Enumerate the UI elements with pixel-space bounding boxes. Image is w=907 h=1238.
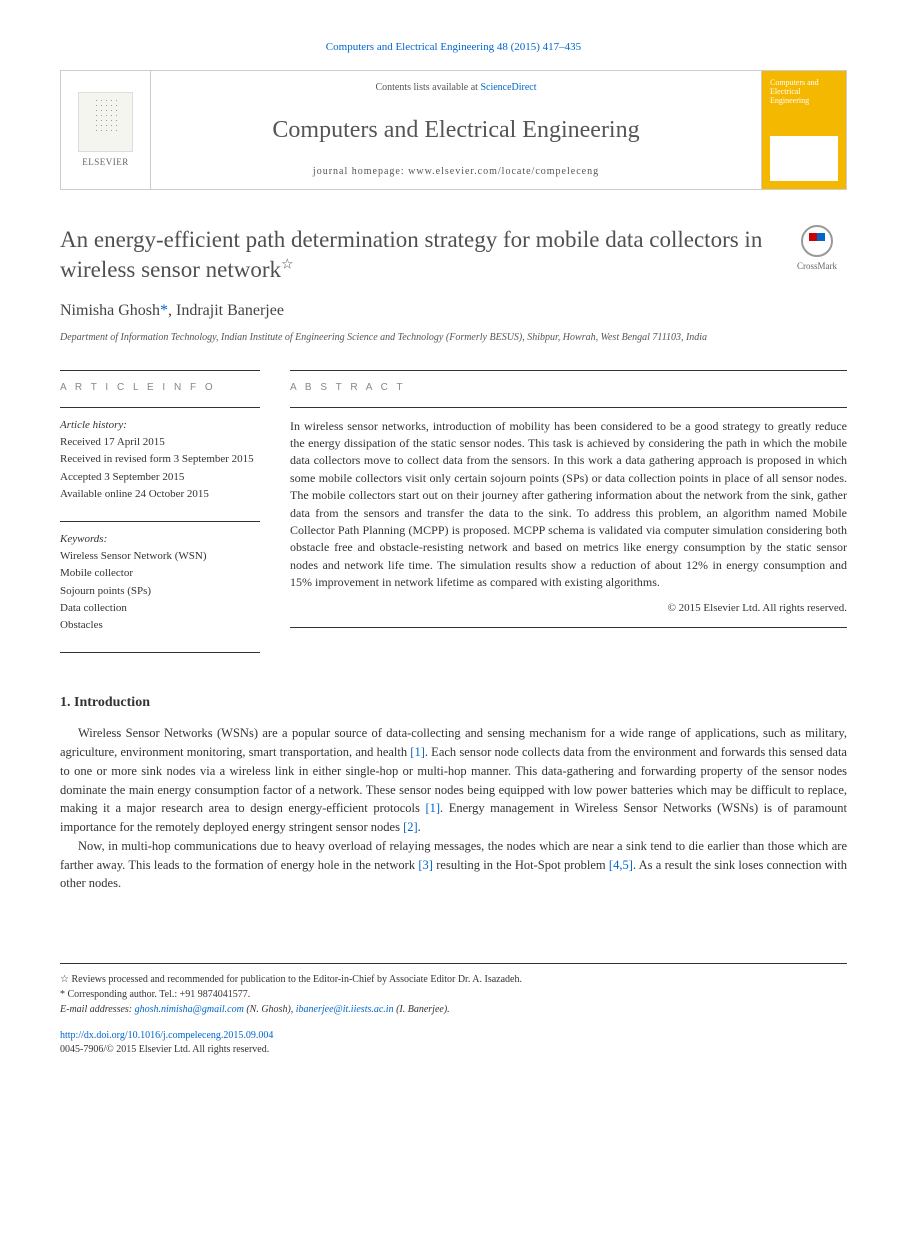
email-link-1[interactable]: ghosh.nimisha@gmail.com (135, 1004, 244, 1015)
history-item: Available online 24 October 2015 (60, 487, 260, 502)
review-note: ☆ Reviews processed and recommended for … (60, 972, 847, 987)
author-2[interactable]: , Indrajit Banerjee (168, 302, 284, 319)
title-text: An energy-efficient path determination s… (60, 227, 762, 282)
para-text: . (418, 820, 421, 834)
keyword: Mobile collector (60, 566, 260, 581)
crossmark-badge[interactable]: CrossMark (787, 225, 847, 273)
keyword: Sojourn points (SPs) (60, 584, 260, 599)
citation-line: Computers and Electrical Engineering 48 … (60, 40, 847, 55)
footnotes: ☆ Reviews processed and recommended for … (60, 963, 847, 1017)
homepage-prefix: journal homepage: (313, 166, 408, 177)
homepage-url[interactable]: www.elsevier.com/locate/compeleceng (408, 166, 599, 177)
page-container: Computers and Electrical Engineering 48 … (0, 0, 907, 1097)
ref-link[interactable]: [4,5] (609, 858, 633, 872)
history-item: Received in revised form 3 September 201… (60, 452, 260, 467)
author-1[interactable]: Nimisha Ghosh (60, 302, 160, 319)
ref-link[interactable]: [3] (418, 858, 433, 872)
email-line: E-mail addresses: ghosh.nimisha@gmail.co… (60, 1002, 847, 1017)
contents-line: Contents lists available at ScienceDirec… (375, 81, 536, 95)
email-name-2: (I. Banerjee). (394, 1004, 450, 1015)
keyword: Data collection (60, 601, 260, 616)
publisher-label: ELSEVIER (82, 156, 129, 169)
divider-icon (60, 407, 260, 408)
journal-header: ELSEVIER Contents lists available at Sci… (60, 70, 847, 190)
email-name-1: (N. Ghosh), (244, 1004, 296, 1015)
article-title: An energy-efficient path determination s… (60, 225, 767, 285)
ref-link[interactable]: [1] (410, 745, 425, 759)
affiliation: Department of Information Technology, In… (60, 331, 847, 345)
email-link-2[interactable]: ibanerjee@it.iiests.ac.in (296, 1004, 394, 1015)
abstract-text: In wireless sensor networks, introductio… (290, 418, 847, 592)
crossmark-icon (801, 225, 833, 257)
abstract-heading: A B S T R A C T (290, 381, 847, 395)
history-item: Received 17 April 2015 (60, 435, 260, 450)
cover-title: Computers and Electrical Engineering (770, 79, 838, 105)
keywords-block: Keywords: Wireless Sensor Network (WSN) … (60, 532, 260, 634)
body-paragraph-2: Now, in multi-hop communications due to … (60, 837, 847, 893)
sciencedirect-link[interactable]: ScienceDirect (480, 82, 536, 93)
abstract-column: A B S T R A C T In wireless sensor netwo… (290, 370, 847, 653)
corresponding-note: * Corresponding author. Tel.: +91 987404… (60, 987, 847, 1002)
body-paragraph-1: Wireless Sensor Networks (WSNs) are a po… (60, 724, 847, 837)
keyword: Obstacles (60, 618, 260, 633)
doi-link[interactable]: http://dx.doi.org/10.1016/j.compeleceng.… (60, 1030, 273, 1041)
elsevier-tree-icon (78, 92, 133, 152)
crossmark-label: CrossMark (797, 260, 837, 273)
corresponding-mark: * (160, 302, 168, 319)
keyword: Wireless Sensor Network (WSN) (60, 549, 260, 564)
journal-title: Computers and Electrical Engineering (272, 114, 639, 148)
email-label: E-mail addresses: (60, 1004, 135, 1015)
history-block: Article history: Received 17 April 2015 … (60, 418, 260, 503)
para-text: resulting in the Hot-Spot problem (433, 858, 609, 872)
publisher-logo-box: ELSEVIER (61, 71, 151, 189)
ref-link[interactable]: [1] (425, 801, 440, 815)
divider-icon (60, 521, 260, 522)
history-label: Article history: (60, 418, 260, 433)
doi-block: http://dx.doi.org/10.1016/j.compeleceng.… (60, 1029, 847, 1057)
journal-cover: Computers and Electrical Engineering (761, 71, 846, 189)
cover-inner-icon (770, 136, 838, 181)
info-abstract-row: A R T I C L E I N F O Article history: R… (60, 370, 847, 653)
title-star-icon: ☆ (281, 258, 294, 273)
header-center: Contents lists available at ScienceDirec… (151, 71, 761, 189)
section-1-heading: 1. Introduction (60, 693, 847, 713)
divider-icon (290, 627, 847, 628)
ref-link[interactable]: [2] (403, 820, 418, 834)
authors-line: Nimisha Ghosh*, Indrajit Banerjee (60, 300, 847, 322)
abstract-copyright: © 2015 Elsevier Ltd. All rights reserved… (290, 601, 847, 616)
keywords-label: Keywords: (60, 532, 260, 547)
title-row: An energy-efficient path determination s… (60, 225, 847, 285)
issn-copyright: 0045-7906/© 2015 Elsevier Ltd. All right… (60, 1043, 847, 1057)
homepage-line: journal homepage: www.elsevier.com/locat… (313, 165, 599, 179)
contents-prefix: Contents lists available at (375, 82, 480, 93)
info-heading: A R T I C L E I N F O (60, 381, 260, 395)
divider-icon (290, 407, 847, 408)
article-info-column: A R T I C L E I N F O Article history: R… (60, 370, 260, 653)
history-item: Accepted 3 September 2015 (60, 470, 260, 485)
divider-icon (60, 652, 260, 653)
